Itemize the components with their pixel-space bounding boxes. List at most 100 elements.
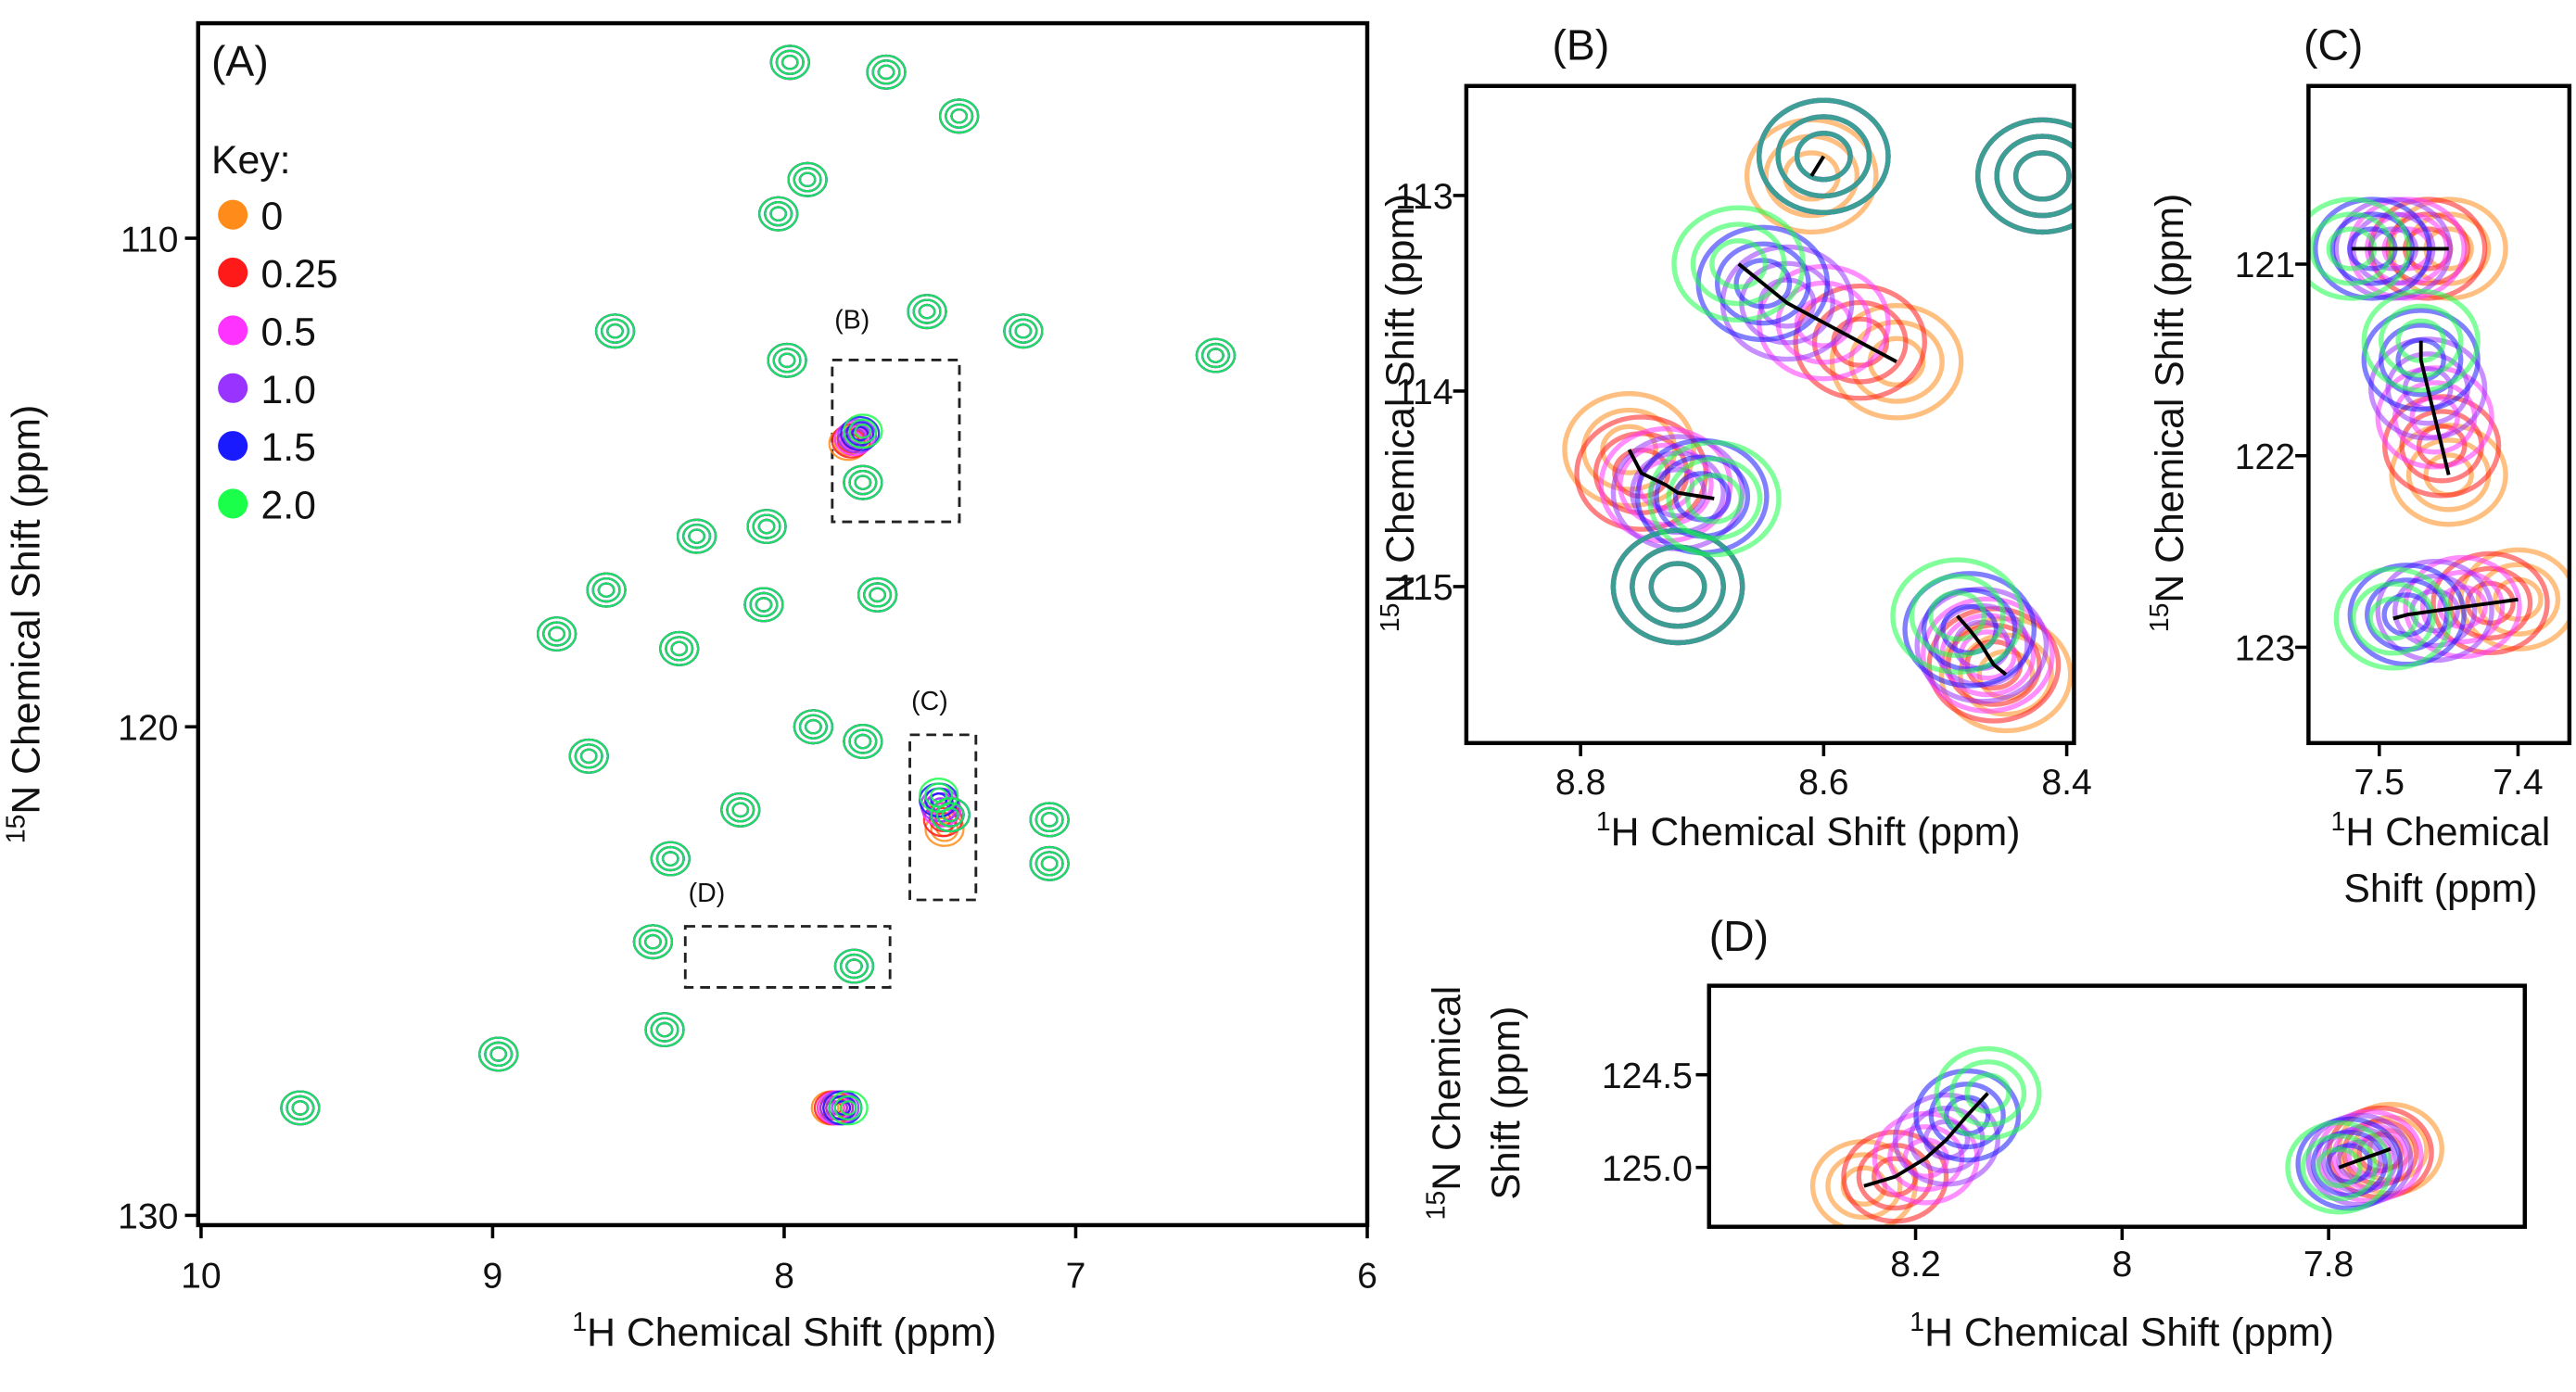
contour <box>757 518 776 535</box>
contour <box>655 1021 674 1038</box>
x-axis-label: 1H Chemical <box>2331 807 2551 854</box>
x-tick-label: 7.4 <box>2493 763 2543 803</box>
trajectory <box>1863 1092 1989 1188</box>
contour <box>848 469 878 496</box>
peak <box>2295 1116 2404 1211</box>
peak <box>843 724 883 760</box>
contour <box>1757 97 1891 215</box>
peak <box>280 1090 321 1126</box>
contour <box>866 54 907 90</box>
contour <box>1630 544 1726 629</box>
x-tick-label: 6 <box>1357 1257 1377 1297</box>
contour <box>851 425 869 442</box>
contour <box>746 509 787 545</box>
contour <box>930 797 971 833</box>
contour <box>1207 348 1225 363</box>
contour <box>840 415 881 451</box>
contour <box>1825 1152 1903 1221</box>
contour <box>1775 114 1872 199</box>
contour <box>2392 574 2478 649</box>
label-text: Shift (ppm) <box>1484 1006 1529 1200</box>
legend-swatch <box>218 488 248 519</box>
contour <box>1913 1068 2022 1163</box>
contour <box>1195 337 1237 373</box>
x-tick-label: 7.5 <box>2354 763 2405 803</box>
x-tick-label: 8.8 <box>1555 763 1605 803</box>
legend-title: Key: <box>211 138 291 183</box>
plot-frame <box>1464 83 2076 745</box>
contour <box>1948 1059 2027 1128</box>
peak <box>1610 527 1745 646</box>
contour <box>726 797 755 823</box>
contour <box>1034 851 1064 877</box>
legend-label: 0.25 <box>260 252 337 297</box>
contour <box>1200 342 1230 369</box>
contour <box>2378 303 2464 378</box>
label-text: H Chemical <box>2345 810 2550 854</box>
peak <box>833 948 875 984</box>
contour <box>793 709 834 745</box>
contour <box>1921 596 2055 715</box>
contour <box>650 841 691 877</box>
peak <box>2361 308 2481 412</box>
contour <box>597 582 615 598</box>
trajectory <box>2418 340 2451 475</box>
contour <box>877 64 895 81</box>
contour <box>769 206 788 221</box>
contour <box>484 1041 514 1068</box>
legend-swatch <box>218 315 248 346</box>
peak <box>1003 313 1044 349</box>
contour <box>857 576 898 613</box>
peak <box>743 587 784 623</box>
contour <box>1009 318 1038 344</box>
x-axis-label: 1H Chemical Shift (ppm) <box>1910 1308 2334 1355</box>
contour <box>1902 571 2037 689</box>
contour <box>2333 566 2453 671</box>
superscript: 15 <box>2145 603 2175 633</box>
contour <box>548 626 565 642</box>
contour <box>2285 1120 2393 1215</box>
contour <box>793 167 822 193</box>
peak <box>478 1036 519 1072</box>
contour <box>670 640 689 657</box>
contour <box>843 413 883 449</box>
contour <box>1928 590 1986 642</box>
contour <box>665 636 694 662</box>
contour <box>1671 205 1806 323</box>
legend-swatch <box>218 199 248 230</box>
contour <box>798 171 817 188</box>
y-axis-label: 15N Chemical Shift (ppm) <box>1376 194 1423 633</box>
x-tick-label: 8.6 <box>1798 763 1848 803</box>
y-axis-label: 15N Chemical Shift (ppm) <box>2145 194 2192 633</box>
contour <box>1685 473 1744 525</box>
plot-area <box>280 44 1237 1126</box>
peak <box>650 841 691 877</box>
peak <box>1934 1045 2042 1141</box>
peak <box>632 924 674 960</box>
contour <box>854 475 872 490</box>
peak <box>1671 205 1806 323</box>
contour <box>1934 1045 2042 1141</box>
contour <box>828 1090 869 1126</box>
contour <box>606 323 624 339</box>
contour <box>650 1017 679 1043</box>
superscript: 1 <box>2331 807 2346 837</box>
contour <box>1964 1072 2011 1114</box>
y-tick-label: 125.0 <box>1602 1149 1693 1189</box>
annotation: (D) <box>689 879 726 908</box>
x-tick-label: 8 <box>2112 1245 2132 1284</box>
contour <box>919 778 959 813</box>
superscript: 1 <box>572 1308 587 1337</box>
contour <box>749 591 779 618</box>
legend-label: 0 <box>260 195 283 239</box>
contour <box>542 621 572 647</box>
x-tick-label: 7.8 <box>2303 1245 2354 1284</box>
contour <box>280 1090 321 1126</box>
peak <box>2285 1120 2393 1215</box>
peak <box>1195 337 1237 373</box>
legend-label: 1.0 <box>260 368 315 412</box>
contour <box>935 802 965 828</box>
peak <box>907 294 947 330</box>
peak <box>2333 566 2453 671</box>
x-tick-label: 8.2 <box>1890 1245 1940 1284</box>
